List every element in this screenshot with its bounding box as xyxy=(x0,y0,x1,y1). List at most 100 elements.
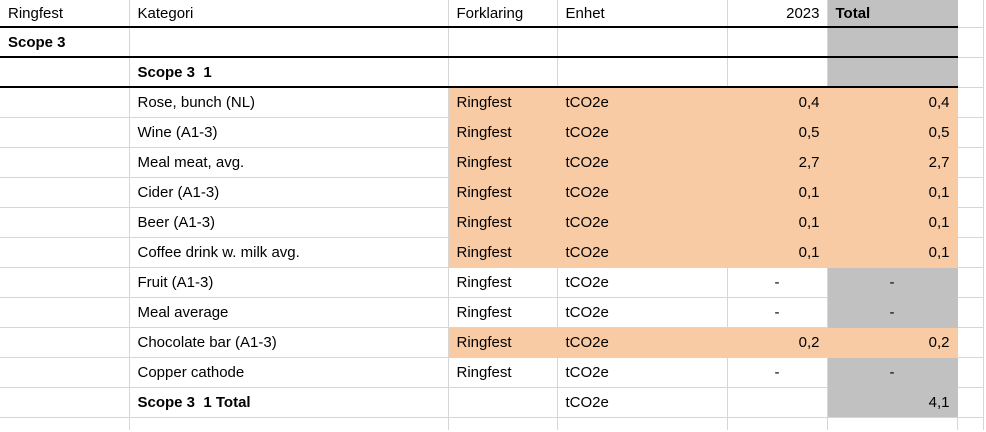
cell[interactable] xyxy=(0,117,130,148)
cell[interactable] xyxy=(957,177,984,208)
cell-total[interactable]: - xyxy=(827,357,958,388)
cell[interactable] xyxy=(0,267,130,298)
cell-kategori[interactable]: Fruit (A1-3) xyxy=(129,267,449,298)
header-total[interactable]: Total xyxy=(827,0,958,28)
cell[interactable] xyxy=(448,417,558,430)
cell[interactable] xyxy=(557,417,728,430)
cell[interactable] xyxy=(0,327,130,358)
cell[interactable] xyxy=(129,27,449,58)
cell-total[interactable]: - xyxy=(827,267,958,298)
cell-total[interactable]: 0,1 xyxy=(827,177,958,208)
cell-forklaring[interactable]: Ringfest xyxy=(448,327,558,358)
cell-forklaring[interactable]: Ringfest xyxy=(448,237,558,268)
cell-enhet[interactable]: tCO2e xyxy=(557,357,728,388)
cell-total[interactable]: 0,1 xyxy=(827,237,958,268)
cell-kategori[interactable]: Rose, bunch (NL) xyxy=(129,87,449,118)
cell[interactable] xyxy=(957,57,984,88)
cell-total[interactable]: 0,2 xyxy=(827,327,958,358)
cell-total[interactable]: 0,5 xyxy=(827,117,958,148)
cell[interactable] xyxy=(957,0,984,28)
header-enhet[interactable]: Enhet xyxy=(557,0,728,28)
cell-forklaring[interactable]: Ringfest xyxy=(448,267,558,298)
cell[interactable] xyxy=(957,297,984,328)
total-row-value[interactable]: 4,1 xyxy=(827,387,958,418)
cell[interactable] xyxy=(129,417,449,430)
cell-total[interactable]: 0,1 xyxy=(827,207,958,238)
cell-forklaring[interactable]: Ringfest xyxy=(448,297,558,328)
cell-kategori[interactable]: Chocolate bar (A1-3) xyxy=(129,327,449,358)
cell-kategori[interactable]: Coffee drink w. milk avg. xyxy=(129,237,449,268)
cell-2023[interactable]: 0,1 xyxy=(727,237,828,268)
cell[interactable] xyxy=(557,27,728,58)
cell-2023[interactable]: - xyxy=(727,357,828,388)
cell-enhet[interactable]: tCO2e xyxy=(557,327,728,358)
cell-forklaring[interactable]: Ringfest xyxy=(448,357,558,388)
cell[interactable] xyxy=(957,27,984,58)
cell[interactable] xyxy=(0,237,130,268)
cell[interactable] xyxy=(0,357,130,388)
cell-2023[interactable]: 0,1 xyxy=(727,207,828,238)
section-scope3-label[interactable]: Scope 3 xyxy=(0,27,130,58)
header-ringfest[interactable]: Ringfest xyxy=(0,0,130,28)
cell-2023[interactable]: - xyxy=(727,297,828,328)
total-row-label[interactable]: Scope 3 1 Total xyxy=(129,387,449,418)
cell-enhet[interactable]: tCO2e xyxy=(557,387,728,418)
cell-2023[interactable]: 2,7 xyxy=(727,147,828,178)
cell[interactable] xyxy=(727,417,828,430)
cell-kategori[interactable]: Meal average xyxy=(129,297,449,328)
cell-total[interactable]: 0,4 xyxy=(827,87,958,118)
cell-kategori[interactable]: Wine (A1-3) xyxy=(129,117,449,148)
cell-kategori[interactable]: Beer (A1-3) xyxy=(129,207,449,238)
header-kategori[interactable]: Kategori xyxy=(129,0,449,28)
header-2023[interactable]: 2023 xyxy=(727,0,828,28)
cell-enhet[interactable]: tCO2e xyxy=(557,177,728,208)
cell-enhet[interactable]: tCO2e xyxy=(557,267,728,298)
cell[interactable] xyxy=(557,57,728,88)
cell[interactable] xyxy=(0,57,130,88)
cell-enhet[interactable]: tCO2e xyxy=(557,207,728,238)
cell[interactable] xyxy=(957,207,984,238)
cell-forklaring[interactable]: Ringfest xyxy=(448,147,558,178)
cell[interactable] xyxy=(0,297,130,328)
cell-enhet[interactable]: tCO2e xyxy=(557,297,728,328)
cell-total[interactable]: 2,7 xyxy=(827,147,958,178)
cell[interactable] xyxy=(448,57,558,88)
cell-2023[interactable]: 0,4 xyxy=(727,87,828,118)
cell[interactable] xyxy=(448,387,558,418)
cell-forklaring[interactable]: Ringfest xyxy=(448,177,558,208)
cell[interactable] xyxy=(957,417,984,430)
cell-enhet[interactable]: tCO2e xyxy=(557,237,728,268)
cell-total[interactable]: - xyxy=(827,297,958,328)
cell-kategori[interactable]: Cider (A1-3) xyxy=(129,177,449,208)
header-forklaring[interactable]: Forklaring xyxy=(448,0,558,28)
subsection-scope3-1-label[interactable]: Scope 3 1 xyxy=(129,57,449,88)
cell-enhet[interactable]: tCO2e xyxy=(557,147,728,178)
cell[interactable] xyxy=(448,27,558,58)
cell[interactable] xyxy=(827,417,958,430)
cell-2023[interactable]: 0,2 xyxy=(727,327,828,358)
cell[interactable] xyxy=(957,267,984,298)
cell-forklaring[interactable]: Ringfest xyxy=(448,87,558,118)
cell-enhet[interactable]: tCO2e xyxy=(557,87,728,118)
cell[interactable] xyxy=(957,357,984,388)
cell[interactable] xyxy=(957,87,984,118)
cell[interactable] xyxy=(727,27,828,58)
cell[interactable] xyxy=(727,387,828,418)
cell[interactable] xyxy=(0,387,130,418)
cell[interactable] xyxy=(0,417,130,430)
cell[interactable] xyxy=(0,147,130,178)
cell[interactable] xyxy=(957,387,984,418)
cell[interactable] xyxy=(727,57,828,88)
cell[interactable] xyxy=(957,147,984,178)
cell-2023[interactable]: - xyxy=(727,267,828,298)
cell[interactable] xyxy=(0,177,130,208)
cell[interactable] xyxy=(827,27,958,58)
cell[interactable] xyxy=(0,207,130,238)
cell-2023[interactable]: 0,1 xyxy=(727,177,828,208)
cell-forklaring[interactable]: Ringfest xyxy=(448,207,558,238)
cell-kategori[interactable]: Meal meat, avg. xyxy=(129,147,449,178)
cell-2023[interactable]: 0,5 xyxy=(727,117,828,148)
cell[interactable] xyxy=(957,117,984,148)
cell[interactable] xyxy=(957,327,984,358)
cell-kategori[interactable]: Copper cathode xyxy=(129,357,449,388)
